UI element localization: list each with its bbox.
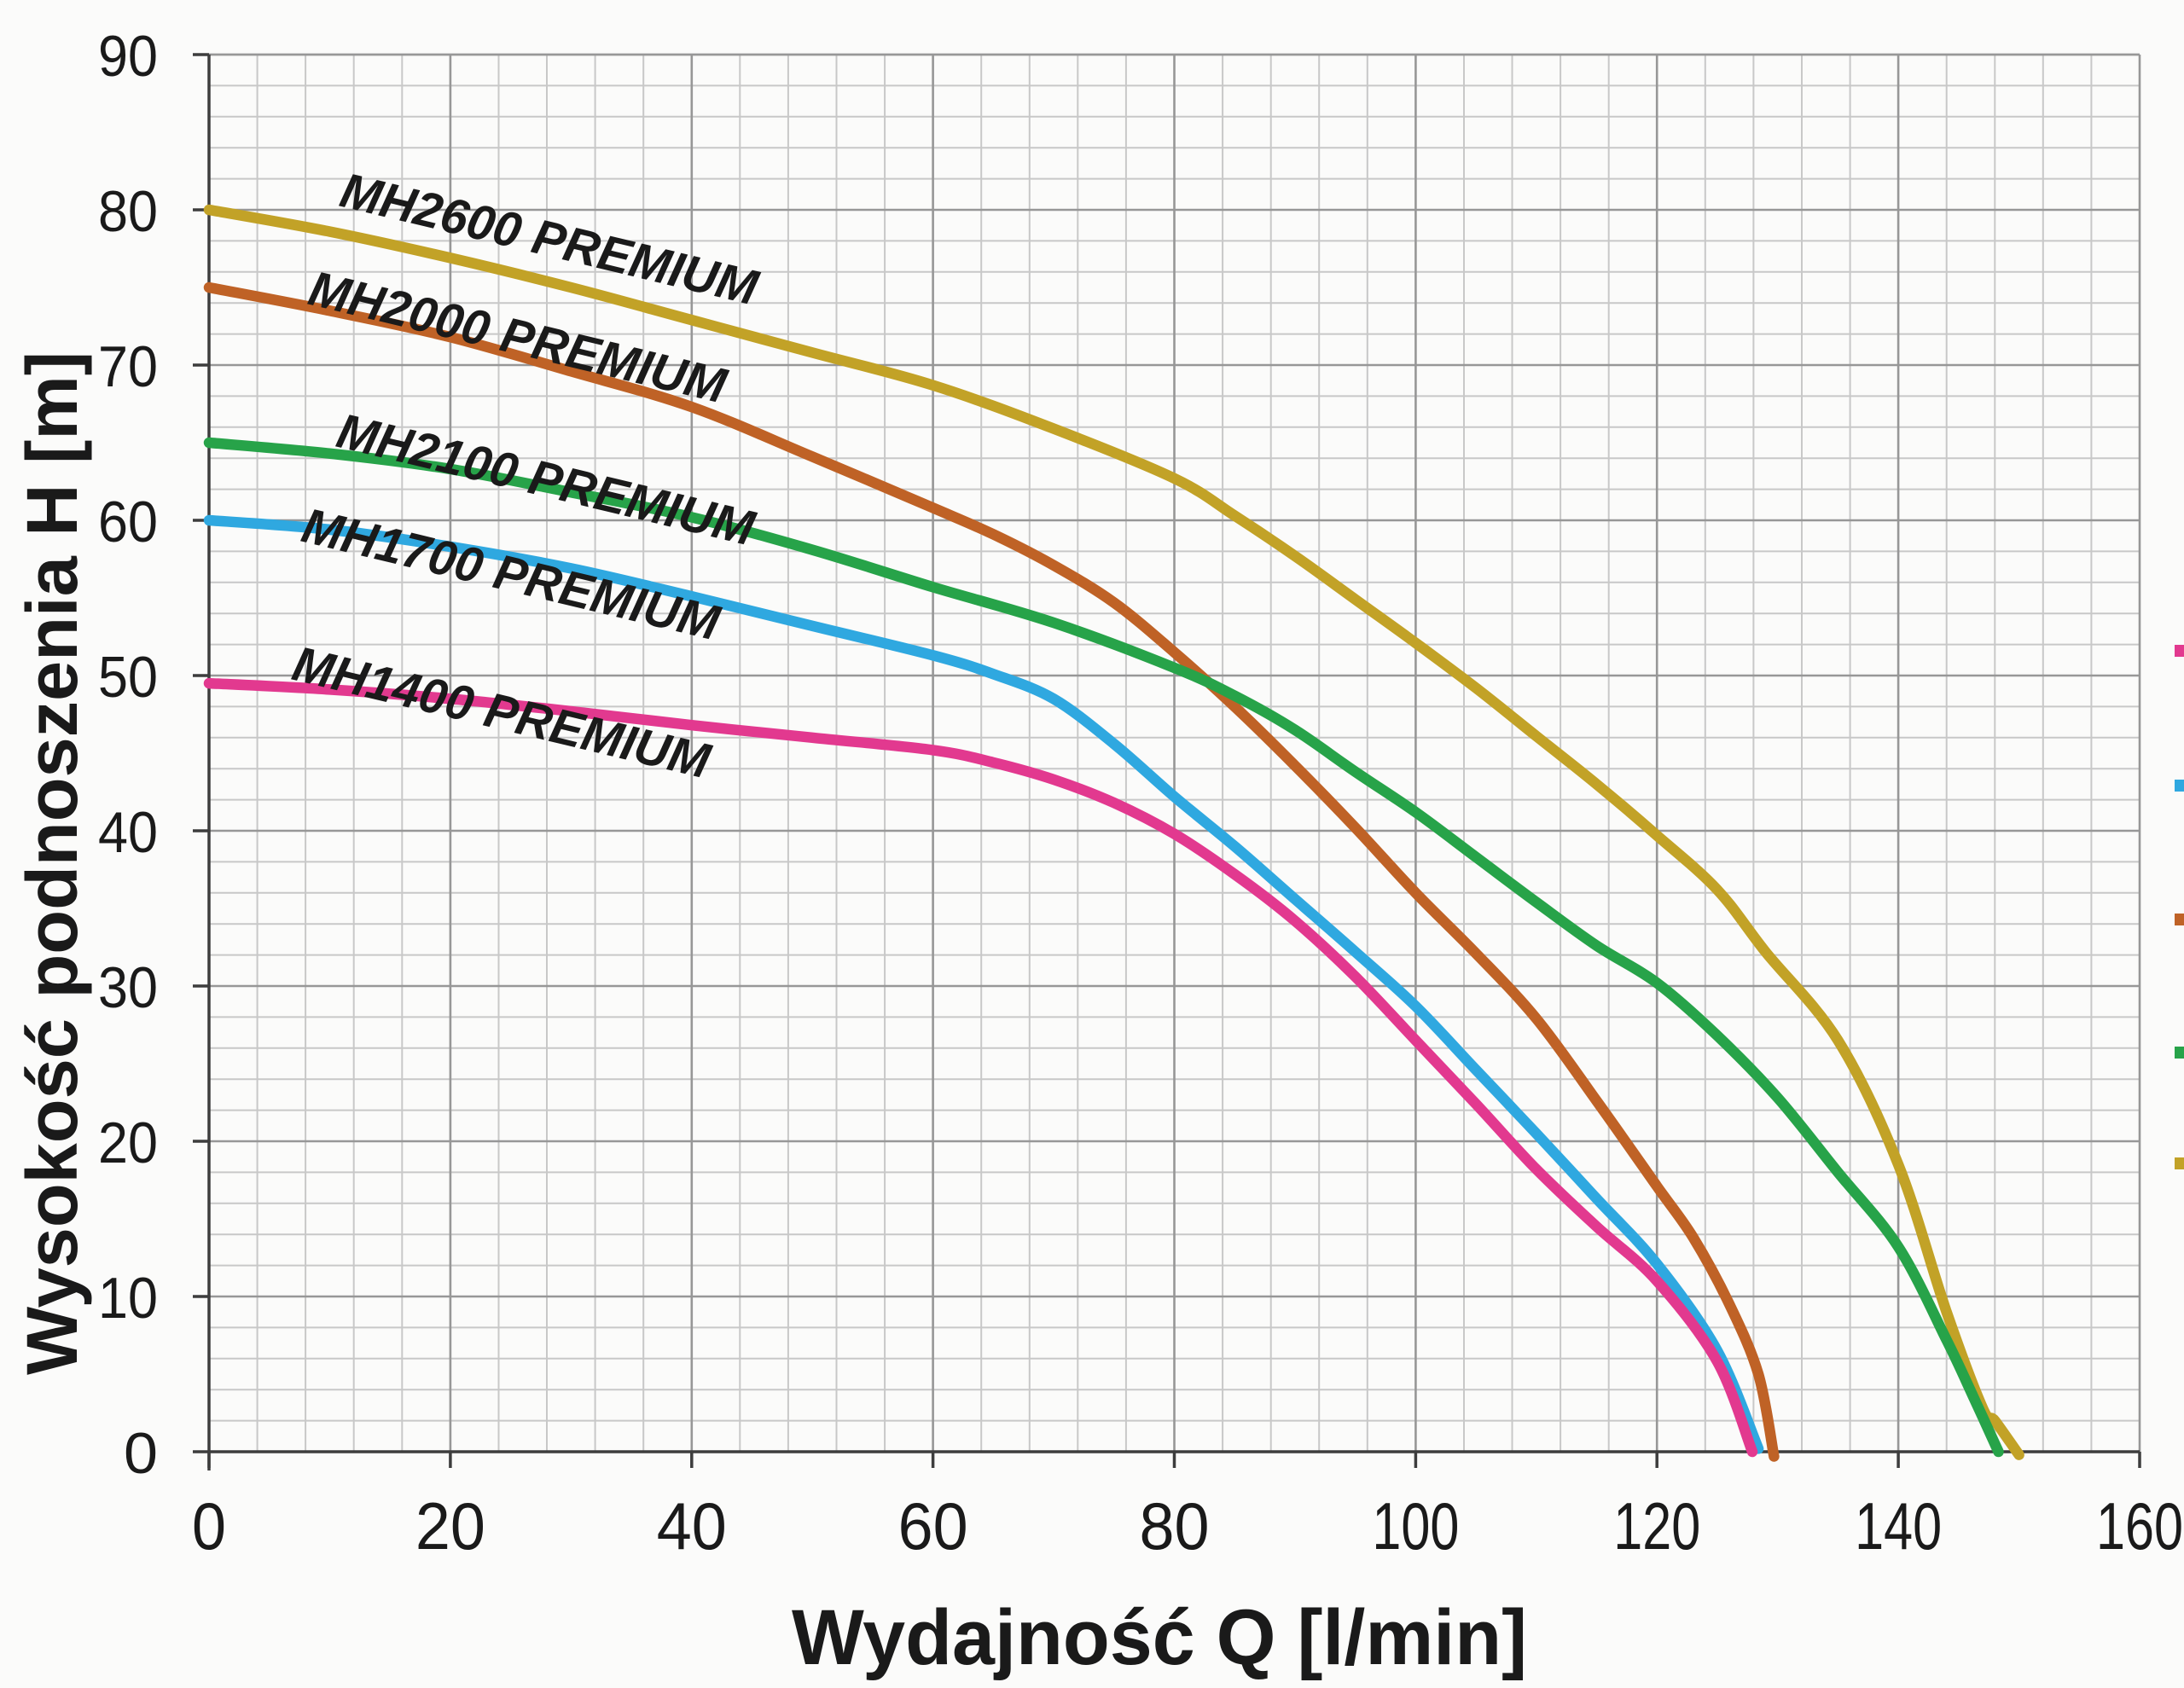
svg-text:90: 90 bbox=[98, 24, 158, 89]
svg-text:30: 30 bbox=[98, 955, 158, 1020]
svg-text:140: 140 bbox=[1855, 1488, 1942, 1563]
svg-text:80: 80 bbox=[98, 179, 158, 244]
svg-text:60: 60 bbox=[98, 490, 158, 554]
svg-text:20: 20 bbox=[98, 1111, 158, 1175]
svg-text:Wysokość podnoszenia H [m]: Wysokość podnoszenia H [m] bbox=[12, 351, 92, 1375]
svg-text:50: 50 bbox=[98, 645, 158, 710]
svg-text:70: 70 bbox=[98, 334, 158, 399]
svg-text:0: 0 bbox=[124, 1421, 158, 1486]
svg-text:10: 10 bbox=[98, 1266, 158, 1331]
svg-text:40: 40 bbox=[657, 1488, 727, 1563]
svg-text:Wydajność Q [l/min]: Wydajność Q [l/min] bbox=[792, 1594, 1527, 1681]
svg-text:120: 120 bbox=[1613, 1488, 1700, 1563]
svg-text:80: 80 bbox=[1140, 1488, 1210, 1563]
svg-text:40: 40 bbox=[98, 800, 158, 865]
svg-text:160: 160 bbox=[2096, 1488, 2183, 1563]
svg-text:20: 20 bbox=[415, 1488, 485, 1563]
svg-text:60: 60 bbox=[898, 1488, 968, 1563]
svg-text:0: 0 bbox=[192, 1488, 226, 1563]
svg-text:100: 100 bbox=[1372, 1488, 1459, 1563]
